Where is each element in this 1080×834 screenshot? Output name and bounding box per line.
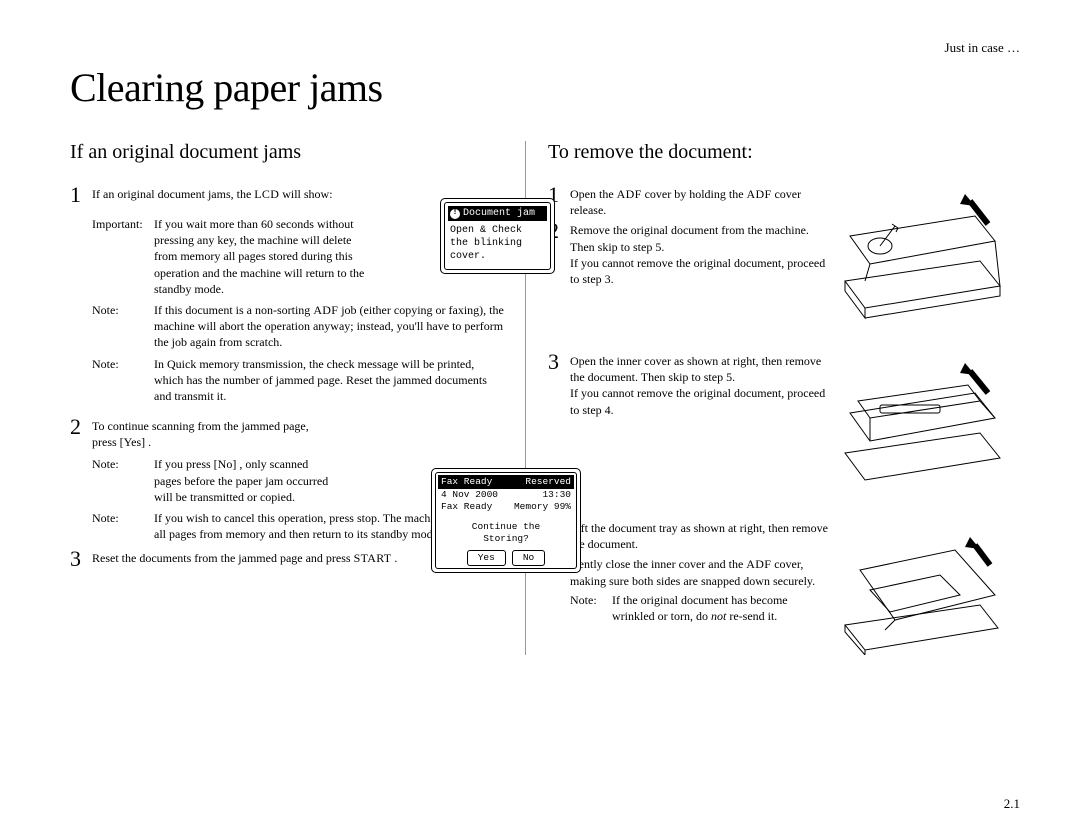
alert-icon: !	[450, 209, 460, 219]
left-heading: If an original document jams	[70, 141, 505, 164]
diagram-inner-cover	[840, 353, 1005, 488]
t: 4 Nov 2000	[441, 489, 498, 501]
t: Reset the documents from the jammed page…	[92, 551, 354, 565]
step-text: Open the inner cover as shown at right, …	[570, 353, 830, 418]
t: If an original document jams, the	[92, 187, 254, 201]
note-label: Note:	[92, 302, 154, 351]
note-text: In Quick memory transmission, the check …	[154, 356, 505, 405]
lcd-buttons: Yes No	[438, 550, 574, 566]
t: cover.	[450, 250, 545, 263]
note-label: Important:	[92, 216, 154, 297]
page-number: 2.1	[1004, 796, 1020, 812]
t: If you cannot remove the original docume…	[570, 386, 825, 416]
right-step-5: 5 Gently close the inner cover and the A…	[548, 556, 830, 588]
left-note-2: Note: In Quick memory transmission, the …	[92, 356, 505, 405]
note-text: If this document is a non-sorting ADF jo…	[154, 302, 505, 351]
diagram-adf-cover	[840, 186, 1005, 321]
t: If this document is a non-sorting	[154, 303, 313, 317]
lcd-banner-text: Document jam	[463, 207, 535, 220]
step-text: Open the ADF cover by holding the ADF co…	[570, 186, 830, 218]
right-block-2: 3 Open the inner cover as shown at right…	[548, 353, 1005, 488]
t: the blinking	[450, 237, 545, 250]
page-title: Clearing paper jams	[70, 64, 1030, 111]
lcd-display-1: ! Document jam Open & Check the blinking…	[440, 198, 555, 274]
step-number: 1	[70, 184, 92, 206]
right-column: To remove the document: 1 Open the ADF c…	[525, 141, 1005, 655]
right-step-4: 4 Lift the document tray as shown at rig…	[548, 520, 830, 552]
section-header: Just in case …	[70, 40, 1020, 56]
lcd-row: Fax Ready Memory 99%	[438, 501, 574, 513]
t: LCD	[254, 187, 279, 201]
t: Gently close the inner cover and the	[570, 557, 746, 571]
lcd-row: 4 Nov 2000 13:30	[438, 489, 574, 501]
left-note-1: Note: If this document is a non-sorting …	[92, 302, 505, 351]
right-block-3: 4 Lift the document tray as shown at rig…	[548, 520, 1005, 655]
right-text-group: 3 Open the inner cover as shown at right…	[548, 353, 830, 418]
note-label: Note:	[92, 456, 154, 505]
step-number: 2	[70, 416, 92, 438]
right-text-group: 1 Open the ADF cover by holding the ADF …	[548, 186, 830, 287]
t: Open the	[570, 187, 617, 201]
t: Reserved	[525, 476, 571, 488]
t: Remove the original document from the ma…	[570, 223, 809, 253]
t: not	[711, 609, 726, 623]
note-label: Note:	[92, 510, 154, 542]
t: re-send it.	[726, 609, 777, 623]
t: START	[354, 551, 392, 565]
t: Fax Ready	[441, 501, 492, 513]
step-text: Remove the original document from the ma…	[570, 222, 830, 287]
lcd-prompt: Storing?	[438, 533, 574, 545]
diagram-doc-tray	[840, 520, 1005, 655]
right-heading: To remove the document:	[548, 141, 1005, 164]
step-text: Gently close the inner cover and the ADF…	[570, 556, 830, 588]
note-text: If the original document has become wrin…	[612, 592, 830, 624]
right-step-3: 3 Open the inner cover as shown at right…	[548, 353, 830, 418]
right-text-group: 4 Lift the document tray as shown at rig…	[548, 520, 830, 624]
right-note: Note: If the original document has becom…	[570, 592, 830, 624]
t: ADF	[313, 303, 338, 317]
note-label: Note:	[570, 592, 612, 624]
step-text: Lift the document tray as shown at right…	[570, 520, 830, 552]
t: If you cannot remove the original docume…	[570, 256, 825, 286]
t: ADF	[617, 187, 642, 201]
t: .	[391, 551, 397, 565]
step-number: 3	[548, 351, 570, 373]
step-text: To continue scanning from the jammed pag…	[92, 418, 505, 450]
right-step-1: 1 Open the ADF cover by holding the ADF …	[548, 186, 830, 218]
left-step-2: 2 To continue scanning from the jammed p…	[70, 418, 505, 450]
t: Open & Check	[450, 224, 545, 237]
lcd-yes-button[interactable]: Yes	[467, 550, 506, 566]
lcd-no-button[interactable]: No	[512, 550, 545, 566]
t: Fax Ready	[441, 476, 492, 488]
t: cover by holding the	[642, 187, 747, 201]
t: ADF	[747, 187, 772, 201]
t: will show:	[279, 187, 332, 201]
right-block-1: 1 Open the ADF cover by holding the ADF …	[548, 186, 1005, 321]
t: Memory 99%	[514, 501, 571, 513]
lcd-message: Open & Check the blinking cover.	[448, 221, 547, 266]
step-number: 3	[70, 548, 92, 570]
t: Open the inner cover as shown at right, …	[570, 354, 821, 384]
lcd-display-2: Fax Ready Reserved 4 Nov 2000 13:30 Fax …	[431, 468, 581, 573]
t: 13:30	[542, 489, 571, 501]
lcd-header: Fax Ready Reserved	[438, 475, 574, 489]
right-step-2: 2 Remove the original document from the …	[548, 222, 830, 287]
lcd-prompt: Continue the	[438, 521, 574, 533]
t: ADF	[746, 557, 771, 571]
note-label: Note:	[92, 356, 154, 405]
lcd-banner: ! Document jam	[448, 206, 547, 221]
